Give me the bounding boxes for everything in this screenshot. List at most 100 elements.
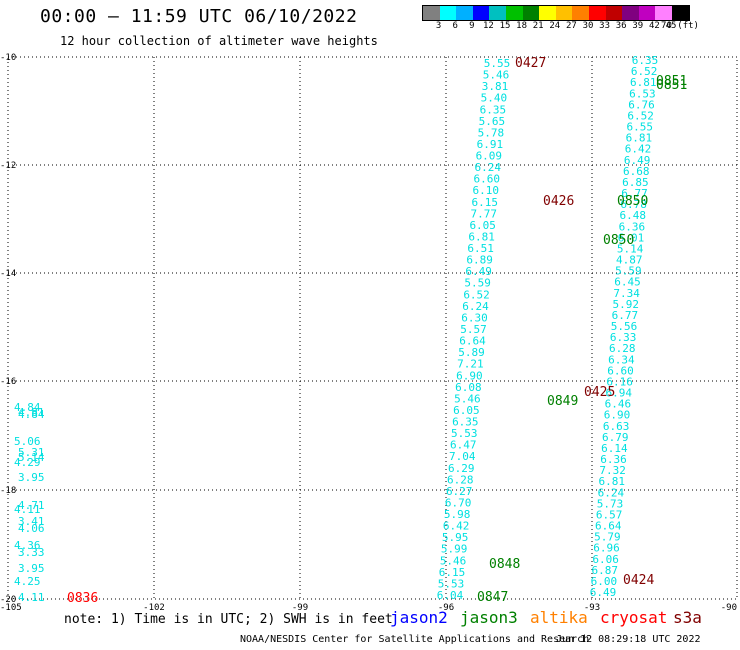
track-time-label: 0851 [656,74,687,89]
map-frame [7,56,738,600]
color-scale-label: 70 (ft) [661,21,699,31]
swh-value: 6.90 [456,369,483,382]
x-tick-label: -105 [0,603,22,613]
swh-value: 6.05 [469,219,496,232]
swh-value: 6.14 [601,442,628,455]
swh-value: 6.91 [477,138,504,151]
swh-value: 4.87 [616,254,643,267]
swh-value: 5.99 [441,543,468,556]
swh-value: 6.35 [632,54,659,67]
swh-value: 5.46 [483,69,510,82]
color-swatch [539,6,556,20]
swh-value: 5.56 [611,320,638,333]
color-swatch [622,6,639,20]
swh-value: 5.95 [442,531,469,544]
swh-value: 6.35 [452,416,479,429]
swh-value: 5.46 [454,392,481,405]
swh-value: 5.65 [479,115,506,128]
swh-value: 5.89 [458,346,485,359]
swh-value: 6.90 [604,409,631,422]
swh-value: 6.47 [450,439,477,452]
swh-value: 6.81 [630,76,657,89]
map-title: 00:00 – 11:59 UTC 06/10/2022 [40,6,358,27]
color-swatch [456,6,473,20]
legend-jason2: jason2 [390,608,448,627]
y-tick-label: -18 [0,486,16,496]
swh-value: 4.36 [14,539,41,552]
color-scale-label: 27 [565,21,577,31]
swh-value: 6.60 [474,173,501,186]
swh-value: 6.81 [626,132,653,145]
y-tick-label: -20 [0,595,16,605]
swh-value: 6.15 [471,196,498,209]
y-tick-label: -16 [0,377,16,387]
swh-value: 6.33 [610,331,637,344]
color-scale-label: 33 [599,21,611,31]
color-swatch [588,6,606,20]
swh-value: 6.77 [612,309,639,322]
legend-jason3: jason3 [460,608,518,627]
color-scale-bar [422,5,690,21]
swh-value: 6.64 [595,520,622,533]
swh-value: 5.40 [481,92,508,105]
swh-value: 6.09 [476,150,503,163]
swh-value: 6.76 [628,98,655,111]
swh-value: 4.06 [18,522,45,535]
swh-value: 4.29 [14,456,41,469]
color-scale-labels: 3 6 9 12 15 18 21 24 27 30 33 36 39 42 45 70 (ft) [422,21,740,33]
swh-value: 6.42 [625,143,652,156]
color-scale-label: 30 [582,21,594,31]
swh-value: 4.11 [18,591,45,604]
color-scale-label: 3 [435,21,442,31]
swh-value: 6.29 [448,462,475,475]
color-scale-label: 21 [532,21,544,31]
swh-value: 6.16 [606,375,633,388]
swh-value: 5.73 [597,497,624,510]
swh-value: 6.77 [621,187,648,200]
swh-value: 5.79 [594,531,621,544]
swh-value: 5.14 [18,451,45,464]
swh-value: 5.59 [464,277,491,290]
swh-value: 6.55 [627,121,654,134]
swh-value: 4.11 [14,503,41,516]
swh-value: 6.79 [602,431,629,444]
swh-value: 6.81 [468,230,495,243]
swh-value: 5.53 [438,577,465,590]
swh-value: 6.68 [623,165,650,178]
swh-value: 6.52 [463,288,490,301]
color-swatch [555,6,573,20]
swh-value: 6.24 [475,161,502,174]
swh-value: 7.32 [599,464,626,477]
color-scale-label: 36 [615,21,627,31]
track-time-label: 0847 [477,590,508,605]
swh-value: 6.01 [618,231,645,244]
legend-s3a: s3a [673,608,702,627]
swh-value: 6.08 [455,381,482,394]
swh-value: 5.06 [14,435,41,448]
color-swatch [423,6,440,20]
swh-value: 6.64 [459,335,486,348]
color-scale-label: 45 [665,21,677,31]
swh-value: 6.24 [598,486,625,499]
swh-value: 6.78 [620,198,647,211]
swh-value: 6.05 [453,404,480,417]
color-scale-label: 24 [549,21,561,31]
units-note: note: 1) Time is in UTC; 2) SWH is in fe… [64,612,393,627]
swh-value: 5.46 [440,554,467,567]
color-scale-label: 15 [499,21,511,31]
color-swatch [489,6,506,20]
swh-value: 6.15 [439,566,466,579]
swh-value: 6.57 [596,508,623,521]
swh-value: 6.30 [461,311,488,324]
swh-value: 6.87 [592,564,619,577]
swh-value: 6.10 [473,184,500,197]
color-scale-label: 6 [452,21,458,31]
swh-value: 6.49 [465,265,492,278]
color-scale-label: 9 [469,21,475,31]
swh-value: 5.14 [617,242,644,255]
swh-value: 6.52 [627,109,654,122]
swh-value: 4.84 [18,408,45,421]
swh-value: 6.35 [480,103,507,116]
color-swatch [505,6,523,20]
